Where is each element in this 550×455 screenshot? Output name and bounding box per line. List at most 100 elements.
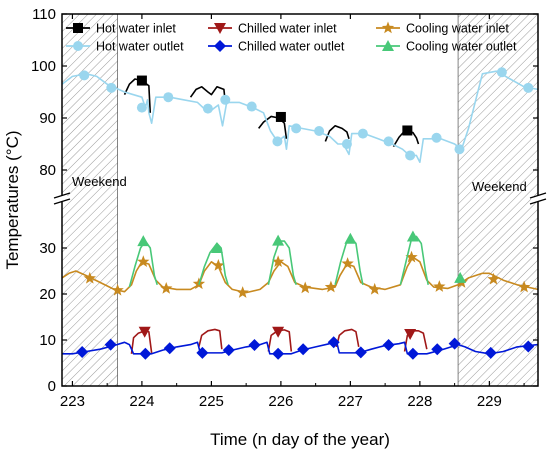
series-4-point-12 bbox=[405, 250, 418, 263]
series-3-point-11 bbox=[382, 339, 395, 352]
series-4-point-0 bbox=[83, 271, 96, 284]
series-0-line-1 bbox=[189, 86, 227, 103]
series-layer bbox=[62, 67, 538, 360]
weekend-label-left: Weekend bbox=[72, 174, 127, 189]
series-0-point-2 bbox=[402, 125, 413, 136]
series-3-point-13 bbox=[431, 343, 444, 356]
legend-item-1: Hot water outlet bbox=[66, 40, 184, 54]
series-2 bbox=[130, 326, 428, 354]
series-3-point-3 bbox=[163, 342, 176, 355]
series-2-line-3 bbox=[335, 328, 360, 348]
series-3-point-8 bbox=[297, 343, 310, 356]
series-5-point-1 bbox=[210, 242, 223, 253]
series-3-point-6 bbox=[248, 339, 261, 352]
legend-marker-4 bbox=[381, 21, 395, 34]
series-0-point-0 bbox=[136, 75, 147, 86]
legend-label-1: Hot water outlet bbox=[96, 40, 184, 54]
legend-marker-5 bbox=[382, 40, 394, 51]
axis-break-mark-right bbox=[529, 192, 547, 205]
series-1-point-8 bbox=[291, 123, 302, 134]
legend-item-4: Cooling water inlet bbox=[376, 21, 509, 36]
series-0 bbox=[123, 75, 420, 148]
legend-marker-1 bbox=[73, 41, 83, 51]
series-3-line-0 bbox=[62, 340, 459, 355]
x-tick-label-4: 227 bbox=[338, 393, 363, 410]
legend-item-5: Cooling water outlet bbox=[376, 40, 517, 54]
y-lower-tick-label-3: 30 bbox=[39, 240, 56, 257]
series-1 bbox=[62, 67, 538, 163]
series-2-point-1 bbox=[272, 326, 285, 338]
series-4-point-9 bbox=[324, 280, 338, 293]
series-1-point-5 bbox=[220, 94, 231, 105]
series-5-point-5 bbox=[454, 271, 467, 283]
x-tick-label-6: 229 bbox=[477, 393, 502, 410]
series-5-line-4 bbox=[399, 235, 429, 285]
legend-item-3: Chilled water outlet bbox=[208, 40, 345, 54]
y-lower-tick-label-0: 0 bbox=[48, 378, 56, 395]
series-3-point-10 bbox=[354, 346, 367, 359]
series-1-point-12 bbox=[383, 136, 394, 147]
series-4-point-15 bbox=[487, 272, 500, 285]
series-3-point-16 bbox=[522, 340, 535, 353]
series-1-point-0 bbox=[79, 70, 90, 81]
series-2-point-0 bbox=[138, 326, 151, 338]
series-3-point-7 bbox=[272, 347, 285, 360]
weekend-label-right: Weekend bbox=[472, 179, 527, 194]
series-4-point-6 bbox=[236, 286, 249, 298]
series-1-point-11 bbox=[357, 128, 368, 139]
legend-label-3: Chilled water outlet bbox=[238, 40, 345, 54]
series-2-line-0 bbox=[130, 330, 153, 354]
legend-marker-3 bbox=[214, 40, 226, 52]
series-3-point-0 bbox=[76, 345, 89, 358]
axes: 223 224 225 226 227 228 229 80 90 100 110 0 10 20 30 bbox=[31, 6, 538, 410]
series-0-line-3 bbox=[324, 125, 350, 142]
weekend-regions bbox=[61, 13, 539, 387]
series-2-line-4 bbox=[403, 330, 428, 352]
series-4-point-3 bbox=[160, 281, 173, 294]
weekend-region-1 bbox=[457, 13, 539, 387]
series-3-point-5 bbox=[222, 344, 235, 357]
x-tick-label-1: 224 bbox=[129, 393, 154, 410]
axis-break-mark-left bbox=[53, 192, 71, 205]
x-tick-label-5: 228 bbox=[407, 393, 432, 410]
series-1-point-6 bbox=[246, 101, 257, 112]
series-2-point-2 bbox=[404, 329, 417, 341]
x-tick-label-0: 223 bbox=[60, 393, 85, 410]
series-1-point-2 bbox=[136, 102, 147, 113]
series-0-line-2 bbox=[258, 115, 288, 139]
series-1-point-1 bbox=[106, 82, 117, 93]
series-1-point-14 bbox=[431, 132, 442, 143]
legend: Hot water inlet Chilled water inlet Coolin… bbox=[66, 21, 517, 54]
series-2-line-1 bbox=[198, 328, 223, 350]
series-3 bbox=[62, 336, 538, 360]
legend-label-0: Hot water inlet bbox=[96, 22, 176, 36]
series-3-point-14 bbox=[448, 337, 461, 350]
legend-marker-0 bbox=[73, 23, 83, 33]
series-3-point-4 bbox=[196, 346, 209, 359]
weekend-region-0 bbox=[61, 13, 118, 387]
legend-label-5: Cooling water outlet bbox=[406, 40, 517, 54]
series-4-point-1 bbox=[111, 283, 124, 296]
legend-item-2: Chilled water inlet bbox=[208, 22, 337, 36]
y-upper-tick-label-2: 100 bbox=[31, 58, 56, 75]
legend-marker-2 bbox=[214, 23, 226, 34]
series-1-point-16 bbox=[496, 67, 507, 78]
series-1-point-15 bbox=[454, 144, 465, 155]
series-4-point-8 bbox=[299, 281, 312, 294]
series-3-point-12 bbox=[406, 347, 419, 360]
series-5-point-4 bbox=[406, 230, 419, 242]
series-4-point-16 bbox=[517, 280, 531, 293]
y-upper-tick-label-3: 110 bbox=[32, 6, 56, 23]
x-tick-label-2: 225 bbox=[199, 393, 224, 410]
series-4-point-2 bbox=[137, 255, 150, 268]
series-4-point-10 bbox=[341, 257, 354, 269]
series-3-point-9 bbox=[327, 336, 340, 349]
y-upper-tick-label-0: 80 bbox=[39, 162, 56, 179]
series-1-point-10 bbox=[341, 139, 352, 149]
series-4 bbox=[62, 250, 538, 298]
series-5 bbox=[128, 230, 467, 288]
series-3-point-15 bbox=[484, 346, 497, 359]
legend-label-2: Chilled water inlet bbox=[238, 22, 337, 36]
series-1-point-3 bbox=[163, 92, 174, 103]
